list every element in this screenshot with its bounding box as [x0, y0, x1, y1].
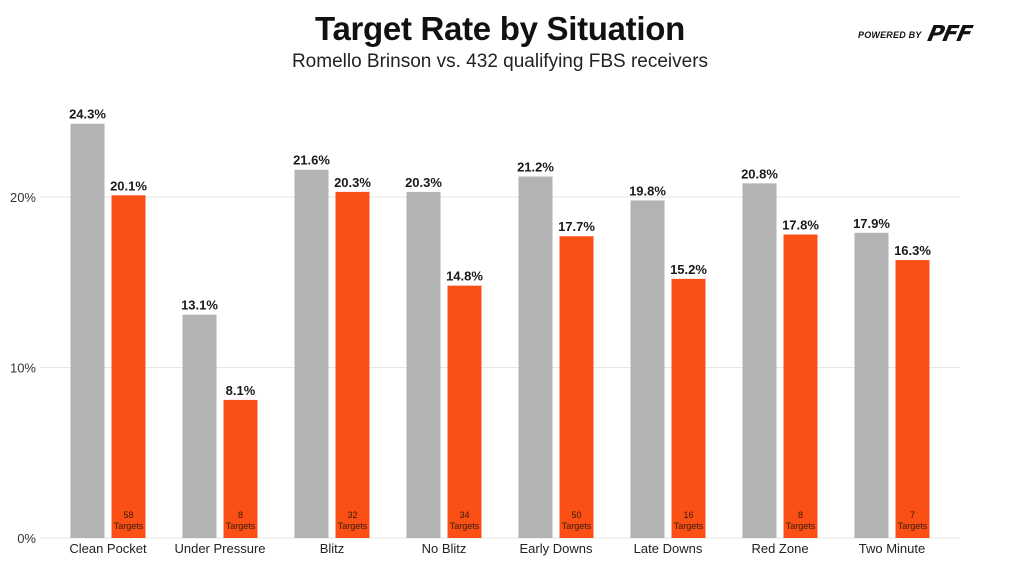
- grid-layer: [40, 196, 960, 539]
- fbs-value-label: 21.2%: [517, 160, 554, 175]
- player-value-label: 14.8%: [446, 269, 483, 284]
- player-value-label: 17.8%: [782, 218, 819, 233]
- fbs-bar: [854, 232, 889, 538]
- player-bar: [671, 278, 706, 538]
- player-bar: [111, 195, 146, 539]
- player-bar: [335, 191, 370, 538]
- fbs-bar: [406, 191, 441, 538]
- target-suffix-label: Targets: [786, 521, 816, 531]
- target-suffix-label: Targets: [898, 521, 928, 531]
- target-suffix-label: Targets: [674, 521, 704, 531]
- fbs-value-label: 19.8%: [629, 183, 666, 198]
- chart-title: Target Rate by Situation: [315, 10, 685, 47]
- fbs-value-label: 17.9%: [853, 216, 890, 231]
- category-label: Two Minute: [859, 541, 925, 556]
- y-tick-label: 0%: [17, 531, 36, 546]
- player-value-label: 16.3%: [894, 243, 931, 258]
- target-suffix-label: Targets: [450, 521, 480, 531]
- player-bar: [223, 399, 258, 538]
- player-bar: [783, 234, 818, 538]
- target-suffix-label: Targets: [226, 521, 256, 531]
- fbs-bar: [182, 314, 217, 538]
- target-suffix-label: Targets: [562, 521, 592, 531]
- target-count-label: 58: [123, 510, 133, 520]
- y-tick-label: 20%: [10, 190, 36, 205]
- fbs-value-label: 24.3%: [69, 107, 106, 122]
- bar-layer: [70, 123, 930, 539]
- player-bar: [559, 236, 594, 538]
- category-label: Blitz: [320, 541, 345, 556]
- category-label: Red Zone: [751, 541, 808, 556]
- target-count-label: 34: [459, 510, 469, 520]
- target-count-label: 50: [571, 510, 581, 520]
- category-label: Clean Pocket: [69, 541, 147, 556]
- fbs-value-label: 21.6%: [293, 153, 330, 168]
- category-label: Early Downs: [520, 541, 593, 556]
- fbs-bar: [294, 169, 329, 538]
- fbs-bar: [630, 200, 665, 538]
- player-value-label: 15.2%: [670, 262, 707, 277]
- category-label: No Blitz: [422, 541, 467, 556]
- target-count-label: 32: [347, 510, 357, 520]
- player-value-label: 17.7%: [558, 219, 595, 234]
- player-value-label: 20.3%: [334, 175, 371, 190]
- category-label: Under Pressure: [174, 541, 265, 556]
- target-count-label: 7: [910, 510, 915, 520]
- player-value-label: 20.1%: [110, 178, 147, 193]
- target-suffix-label: Targets: [338, 521, 368, 531]
- target-count-label: 16: [683, 510, 693, 520]
- player-bar: [895, 260, 930, 538]
- chart-subtitle: Romello Brinson vs. 432 qualifying FBS r…: [291, 51, 709, 72]
- player-value-label: 8.1%: [226, 383, 256, 398]
- fbs-bar: [742, 183, 777, 539]
- y-tick-label: 10%: [10, 361, 36, 376]
- fbs-value-label: 20.3%: [405, 175, 442, 190]
- fbs-value-label: 20.8%: [741, 166, 778, 181]
- brand-badge: POWERED BY PFF: [858, 22, 973, 47]
- target-count-label: 8: [238, 510, 243, 520]
- fbs-bar: [518, 176, 553, 539]
- fbs-value-label: 13.1%: [181, 298, 218, 313]
- player-bar: [447, 285, 482, 538]
- target-count-label: 8: [798, 510, 803, 520]
- powered-by-label: POWERED BY: [858, 29, 922, 40]
- category-label: Late Downs: [634, 541, 703, 556]
- target-suffix-label: Targets: [114, 521, 144, 531]
- fbs-bar: [70, 123, 105, 538]
